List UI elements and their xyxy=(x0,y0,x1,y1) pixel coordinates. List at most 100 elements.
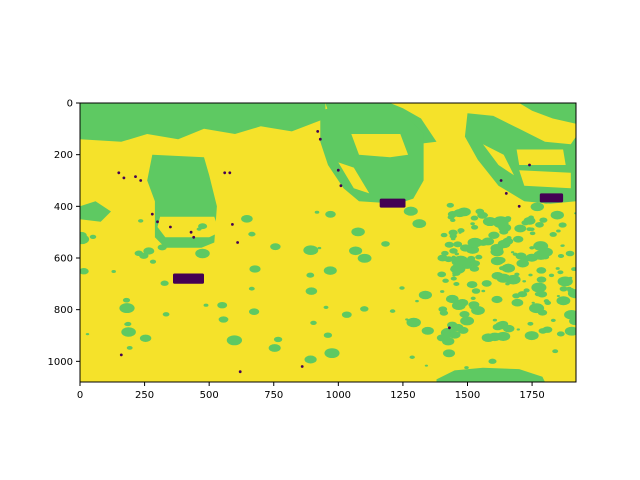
purple-speck xyxy=(119,353,123,357)
green-speck xyxy=(511,298,524,307)
green-speck xyxy=(448,331,461,339)
yellow-region xyxy=(519,170,571,189)
green-speck xyxy=(468,301,480,309)
yellow-region xyxy=(516,149,566,165)
green-speck xyxy=(442,337,455,346)
green-speck xyxy=(241,215,253,223)
green-speck xyxy=(447,215,455,220)
green-speck xyxy=(528,273,533,277)
green-speck xyxy=(453,241,463,248)
green-speck xyxy=(122,297,131,303)
green-speck xyxy=(415,299,419,303)
purple-speck xyxy=(517,204,521,208)
green-speck xyxy=(149,259,157,264)
green-speck xyxy=(424,364,428,367)
green-speck xyxy=(534,292,542,297)
green-speck xyxy=(497,239,511,249)
green-speck xyxy=(453,209,466,218)
green-speck xyxy=(490,247,504,257)
green-speck xyxy=(449,248,458,254)
green-speck xyxy=(356,248,363,252)
green-speck xyxy=(273,336,283,343)
green-speck xyxy=(506,236,512,240)
green-speck xyxy=(481,280,492,287)
green-speck xyxy=(488,358,497,364)
green-speck xyxy=(124,321,132,327)
green-speck xyxy=(198,223,208,230)
purple-speck xyxy=(169,225,172,229)
green-speck xyxy=(111,270,116,273)
yellow-region xyxy=(483,144,514,176)
y-tick-label: 600 xyxy=(54,254,73,265)
green-speck xyxy=(564,326,576,336)
purple-speck xyxy=(318,137,322,141)
green-speck xyxy=(510,251,515,254)
green-speck xyxy=(157,244,167,251)
green-speck xyxy=(464,366,469,370)
y-axis: 0 200 400 600 800 1000 xyxy=(48,99,80,368)
heatmap-plot-area xyxy=(80,103,576,382)
green-speck xyxy=(217,302,228,309)
purple-speck xyxy=(504,192,508,195)
purple-speck xyxy=(228,171,232,175)
x-tick-label: 1500 xyxy=(455,390,480,401)
green-speck xyxy=(517,291,528,298)
green-speck xyxy=(389,309,396,313)
yellow-region xyxy=(338,162,370,194)
green-speck xyxy=(536,267,547,274)
x-axis: 0 250 500 750 1000 1250 1500 1750 xyxy=(77,382,545,401)
green-speck xyxy=(324,348,340,358)
green-speck xyxy=(317,246,322,250)
purple-speck xyxy=(499,179,503,182)
green-speck xyxy=(351,227,365,237)
green-speck xyxy=(218,316,229,323)
green-speck xyxy=(490,256,504,266)
x-tick-label: 1250 xyxy=(390,390,415,401)
plate-left xyxy=(173,273,204,284)
green-speck xyxy=(470,215,479,221)
green-speck xyxy=(441,250,449,256)
x-tick-label: 0 xyxy=(77,390,83,401)
green-speck xyxy=(314,210,320,214)
purple-speck xyxy=(139,179,143,182)
green-speck xyxy=(492,323,503,331)
green-speck xyxy=(325,210,336,218)
green-speck xyxy=(248,286,255,291)
green-speck xyxy=(527,321,534,326)
purple-speck xyxy=(134,175,137,179)
green-speck xyxy=(524,331,539,341)
green-speck xyxy=(516,328,520,331)
axes-frame xyxy=(79,102,577,383)
green-speck xyxy=(496,273,511,283)
green-speck xyxy=(549,232,557,237)
green-speck xyxy=(89,234,97,239)
green-speck xyxy=(437,271,447,278)
green-speck xyxy=(535,221,544,228)
green-speck xyxy=(409,355,415,359)
green-speck xyxy=(444,241,454,248)
green-speck xyxy=(552,349,559,354)
green-speck xyxy=(529,246,535,250)
green-speck xyxy=(557,270,564,275)
green-speck xyxy=(538,247,553,257)
y-tick-label: 1000 xyxy=(48,357,73,368)
green-speck xyxy=(513,235,524,243)
green-speck xyxy=(451,301,466,311)
purple-speck xyxy=(189,230,193,234)
green-speck xyxy=(139,334,152,342)
green-speck xyxy=(467,255,476,262)
green-speck xyxy=(531,282,547,293)
purple-speck xyxy=(236,241,240,244)
purple-speck xyxy=(528,163,531,167)
green-speck xyxy=(482,216,497,227)
green-speck xyxy=(550,210,564,220)
green-speck xyxy=(471,224,479,230)
green-speck xyxy=(310,320,317,326)
green-speck xyxy=(557,276,573,287)
green-speck xyxy=(484,213,489,217)
green-speck xyxy=(550,318,556,322)
y-tick-label: 800 xyxy=(54,305,73,316)
x-tick-label: 1750 xyxy=(519,390,544,401)
y-tick-label: 400 xyxy=(54,202,73,213)
green-speck xyxy=(466,281,478,289)
